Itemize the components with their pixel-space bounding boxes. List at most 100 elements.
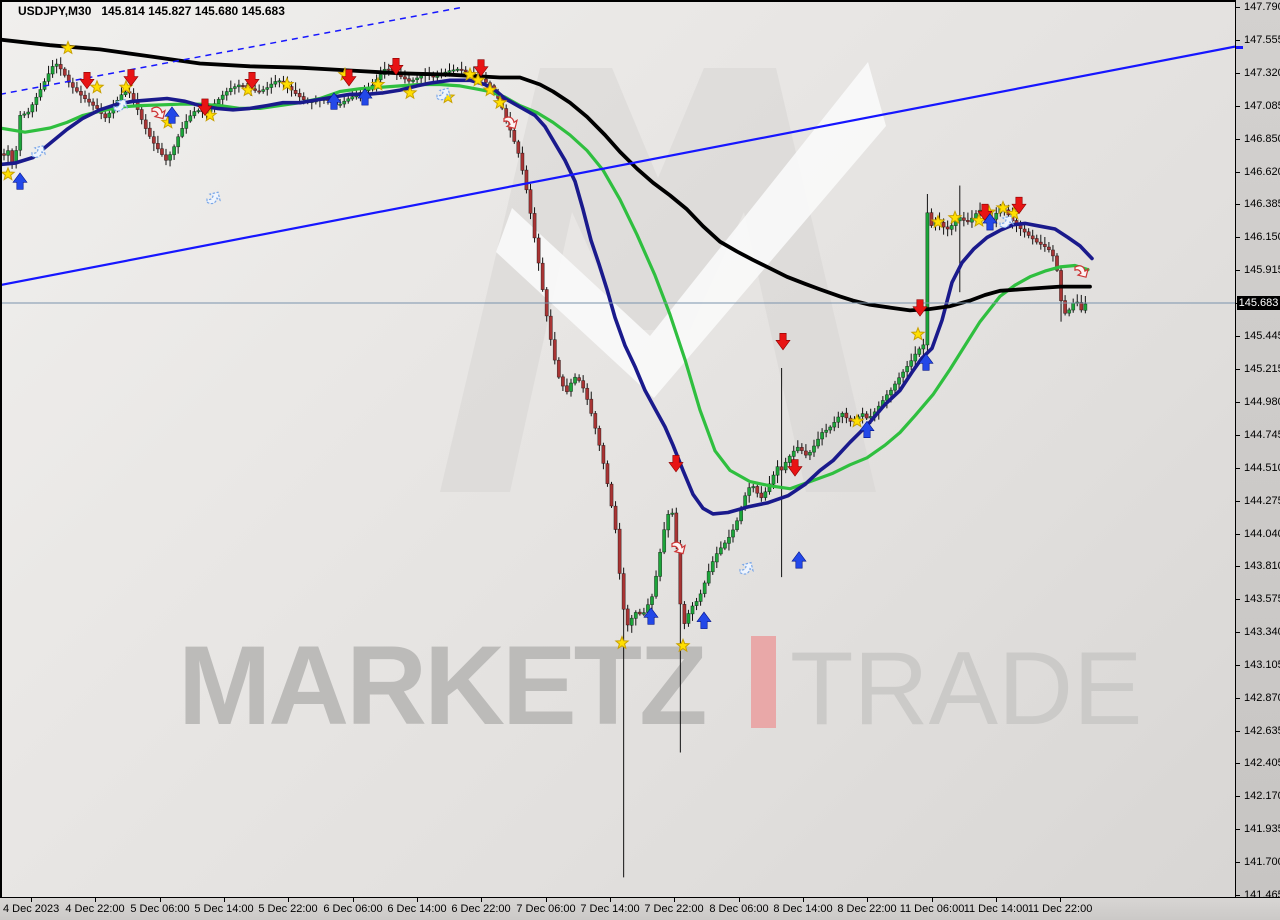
exit-buy-arrow-icon <box>436 87 451 101</box>
candle <box>690 602 695 621</box>
candle <box>293 82 298 97</box>
sell-arrow-icon <box>912 299 928 317</box>
candle <box>237 79 241 93</box>
candle <box>820 428 825 446</box>
candle <box>755 484 760 498</box>
ma_green-line <box>2 82 1090 491</box>
ma_black-line <box>2 37 1092 313</box>
sell-arrow-icon <box>244 71 260 90</box>
candle <box>6 145 10 163</box>
candle <box>913 346 918 367</box>
sell-arrow-icon <box>388 57 404 76</box>
candle <box>22 111 27 118</box>
candle <box>42 78 47 92</box>
price-axis-label: 144.040 <box>1244 527 1280 540</box>
candle <box>1067 307 1072 317</box>
signal-arrows-layer <box>2 40 1089 653</box>
candle <box>585 383 590 406</box>
exit-sell-arrow-icon <box>671 541 686 555</box>
buy-arrow-icon <box>918 353 934 371</box>
candle <box>83 90 87 103</box>
candle <box>921 338 926 355</box>
channel-upper-dashed[interactable] <box>0 6 463 95</box>
buy-arrow-icon <box>12 172 28 190</box>
candle <box>87 92 91 107</box>
price-axis-label: 147.085 <box>1244 100 1280 113</box>
time-axis-label: 6 Dec 14:00 <box>387 903 447 915</box>
star-signal-icon <box>910 326 926 341</box>
star-signal-icon <box>947 209 963 225</box>
candle <box>160 142 164 157</box>
candle <box>864 411 869 420</box>
channel-lower-solid[interactable] <box>0 45 1235 286</box>
candle <box>901 369 906 383</box>
candle <box>909 353 914 371</box>
star-signal-icon <box>60 40 76 55</box>
candle <box>791 445 796 461</box>
candle <box>565 378 569 395</box>
candle <box>79 85 83 104</box>
price-axis-tick <box>1236 565 1240 567</box>
star-signal-icon <box>995 200 1011 215</box>
candle <box>168 151 172 167</box>
time-axis-tick <box>481 898 482 902</box>
candle <box>26 107 31 119</box>
candle <box>54 58 59 74</box>
time-axis-tick <box>353 898 354 902</box>
star-signal-icon <box>370 76 386 91</box>
candle <box>172 144 177 160</box>
star-signal-icon <box>492 94 508 110</box>
moving-averages-layer <box>2 37 1094 516</box>
exit-buy-arrow-icon <box>113 98 128 112</box>
time-axis-label: 6 Dec 06:00 <box>323 903 383 915</box>
star-signal-icon <box>482 82 498 97</box>
candle <box>1038 234 1043 250</box>
sell-arrow-icon <box>668 455 684 473</box>
candle <box>548 309 553 346</box>
price-axis-label: 144.980 <box>1244 395 1280 408</box>
candle <box>269 77 274 94</box>
candle <box>783 457 788 474</box>
time-axis-label: 8 Dec 06:00 <box>709 903 769 915</box>
chart-title: USDJPY,M30 145.814 145.827 145.680 145.68… <box>18 4 295 18</box>
exit-sell-arrow-icon <box>151 106 166 120</box>
time-axis-label: 7 Dec 22:00 <box>644 903 704 915</box>
candle <box>629 614 634 633</box>
star-signal-icon <box>462 66 478 82</box>
time-axis-tick <box>803 898 804 902</box>
price-axis-tick <box>1236 598 1240 600</box>
candle <box>722 540 727 551</box>
current-price-label: 145.683 <box>1237 296 1280 310</box>
candle <box>176 133 181 154</box>
buy-arrow-icon <box>859 420 875 439</box>
time-axis[interactable]: 4 Dec 2023 4 Dec 22:00 5 Dec 06:00 5 Dec 14… <box>0 897 1280 920</box>
candle <box>1059 267 1063 322</box>
candle <box>516 139 521 158</box>
candle <box>70 77 75 94</box>
price-axis-label: 143.810 <box>1244 559 1280 572</box>
sell-arrow-icon <box>775 333 791 351</box>
candle <box>95 98 100 112</box>
time-axis-label: 8 Dec 14:00 <box>773 903 833 915</box>
candle <box>735 517 739 532</box>
price-axis-label: 145.915 <box>1244 264 1280 277</box>
candle <box>180 121 185 139</box>
candle <box>1071 298 1076 313</box>
candle <box>224 87 229 101</box>
sell-arrow-icon <box>123 69 139 87</box>
time-axis-tick <box>1060 898 1061 902</box>
candle <box>718 541 723 556</box>
exit-sell-arrow-icon <box>503 116 518 130</box>
price-axis-label: 146.385 <box>1244 198 1280 211</box>
candle <box>816 431 820 449</box>
price-axis[interactable]: 147.790 147.555 147.320 147.085 146.850 146.6… <box>1235 0 1280 901</box>
time-axis-label: 11 Dec 22:00 <box>1027 903 1093 915</box>
candle <box>1079 294 1084 313</box>
candle <box>617 522 622 580</box>
time-axis-tick <box>996 898 997 902</box>
candle <box>1042 236 1047 252</box>
candle <box>14 145 19 169</box>
candle <box>961 211 966 227</box>
